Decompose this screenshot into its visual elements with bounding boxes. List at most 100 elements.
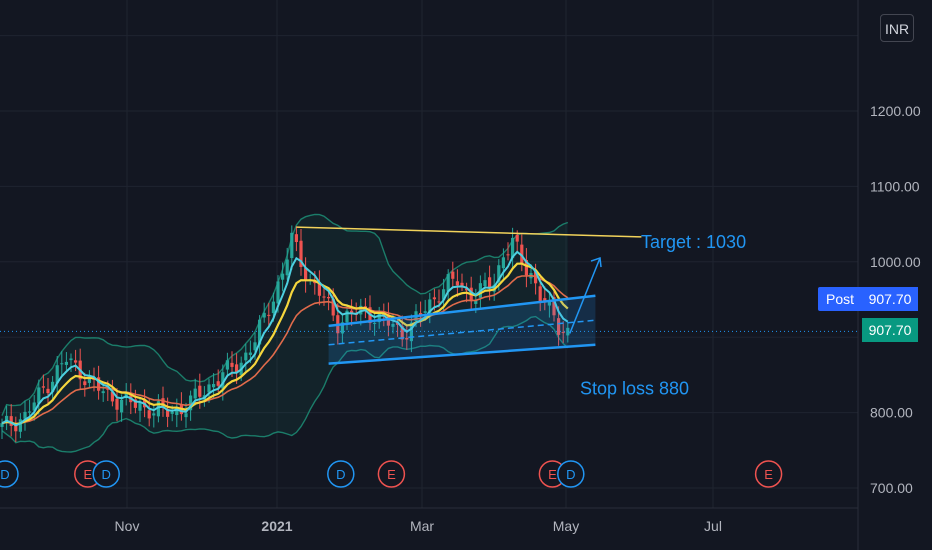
channel-mid-line <box>328 319 596 346</box>
bollinger-fill <box>2 214 568 452</box>
candle <box>161 386 165 417</box>
dividend-marker[interactable]: D <box>327 460 355 488</box>
candle <box>455 269 459 297</box>
candle <box>152 405 156 428</box>
candle <box>340 313 344 344</box>
post-market-price-badge: 907.70 <box>862 287 918 311</box>
resistance-line[interactable] <box>296 226 642 238</box>
channel-lower-line[interactable] <box>328 343 596 365</box>
time-tick-label: May <box>553 518 579 534</box>
candle <box>41 374 45 394</box>
price-tick-label: 1200.00 <box>870 103 921 119</box>
candle <box>524 248 528 288</box>
ema-slow-line <box>1 274 569 425</box>
time-tick-label: Mar <box>410 518 434 534</box>
svg-text:E: E <box>764 467 773 482</box>
price-tick-label: 1100.00 <box>870 178 920 194</box>
earnings-marker[interactable]: E <box>377 460 406 488</box>
candle <box>405 326 409 350</box>
target-arrow-head <box>590 257 602 268</box>
svg-text:E: E <box>387 467 396 482</box>
candle <box>419 301 423 327</box>
candle <box>290 225 294 270</box>
price-tick-label: 800.00 <box>870 405 913 421</box>
svg-text:D: D <box>0 467 9 482</box>
candle <box>23 400 27 431</box>
candle <box>124 383 128 406</box>
target-arrow[interactable] <box>569 257 601 334</box>
candle <box>520 234 524 272</box>
last-price-badge: 907.70 <box>862 318 918 342</box>
candle <box>46 377 50 406</box>
bollinger-upper <box>1 213 569 416</box>
candle <box>547 292 551 318</box>
dividend-marker[interactable]: D <box>92 460 120 488</box>
time-axis[interactable]: Nov 2021 Mar May Jul <box>115 518 722 534</box>
stop-loss-annotation[interactable]: Stop loss 880 <box>580 378 689 398</box>
time-tick-label: Nov <box>115 518 140 534</box>
candle <box>451 261 455 289</box>
currency-button[interactable]: INR <box>880 14 914 42</box>
time-tick-label: Jul <box>704 518 722 534</box>
candle <box>0 418 4 439</box>
candle <box>74 349 78 372</box>
trend-drawings[interactable] <box>296 226 642 365</box>
candle <box>285 247 289 280</box>
candle <box>281 262 285 292</box>
svg-text:D: D <box>336 467 345 482</box>
candle <box>304 257 308 293</box>
price-tick-label: 1000.00 <box>870 254 921 270</box>
candle <box>561 321 565 344</box>
candle <box>5 405 9 430</box>
svg-text:E: E <box>83 467 92 482</box>
dividend-marker[interactable]: D <box>0 460 19 488</box>
candle <box>488 265 492 301</box>
candle <box>262 302 266 323</box>
candle <box>244 343 248 373</box>
svg-text:D: D <box>566 467 575 482</box>
chart-grid <box>0 0 859 550</box>
candle <box>69 353 73 373</box>
candle <box>83 372 87 397</box>
channel-upper-line[interactable] <box>328 294 596 328</box>
candle <box>511 227 515 270</box>
candle <box>552 289 556 322</box>
svg-text:E: E <box>548 467 557 482</box>
svg-text:D: D <box>102 467 111 482</box>
bollinger-bands <box>1 213 569 453</box>
candle <box>299 228 303 276</box>
candle <box>317 270 321 306</box>
bollinger-lower <box>1 315 569 453</box>
candle <box>409 314 413 353</box>
candle <box>37 379 41 415</box>
candle <box>506 242 510 261</box>
time-tick-label: 2021 <box>261 518 292 534</box>
candle <box>400 315 404 347</box>
candle <box>460 273 464 292</box>
candle <box>212 373 216 399</box>
target-annotation[interactable]: Target : 1030 <box>641 232 746 252</box>
candle <box>396 317 400 337</box>
candle <box>294 226 298 252</box>
ema-fast-line <box>1 250 569 427</box>
moving-averages <box>1 250 569 427</box>
candle <box>566 322 570 343</box>
candle <box>258 315 262 356</box>
earnings-marker[interactable]: E <box>754 460 783 488</box>
candle <box>115 388 119 422</box>
candle <box>51 376 55 400</box>
candle <box>14 416 18 443</box>
candle <box>225 352 229 378</box>
candle <box>55 355 59 393</box>
candle <box>18 413 22 439</box>
dividend-marker[interactable]: D <box>557 460 585 488</box>
candle <box>428 292 432 324</box>
candle <box>184 402 188 428</box>
channel-fill <box>328 295 596 364</box>
candle <box>64 352 68 371</box>
post-market-tag: Post <box>818 287 862 311</box>
candle <box>9 404 13 437</box>
candle <box>501 248 505 281</box>
